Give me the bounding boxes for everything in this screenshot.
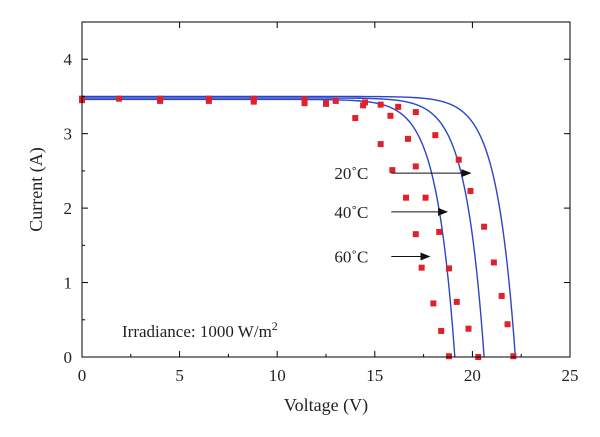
x-tick-label-5: 25	[562, 366, 579, 385]
irradiance-exponent: 2	[272, 319, 278, 333]
y-tick-label-2: 2	[64, 199, 73, 218]
y-tick-label-1: 1	[64, 274, 73, 293]
irradiance-label: Irradiance: 1000 W/m2	[122, 319, 278, 341]
data-point-s2-6	[352, 115, 359, 122]
data-point-s0-1	[116, 95, 123, 102]
data-point-s0-15	[490, 259, 497, 266]
temp-label-2: 60˚C	[334, 248, 368, 267]
data-point-s0-14	[481, 223, 488, 230]
annotations-layer: 20˚C 40˚C 60˚C	[334, 164, 472, 267]
data-point-s2-2	[205, 97, 212, 104]
curves-layer	[82, 95, 517, 358]
data-point-s1-7	[387, 112, 394, 119]
curve-0	[82, 95, 517, 358]
data-point-s1-8	[404, 135, 411, 142]
markers-layer	[79, 95, 517, 360]
x-tick-label-2: 10	[269, 366, 286, 385]
data-point-s1-13	[453, 298, 460, 305]
y-tick-label-0: 0	[64, 348, 73, 367]
temp-label-1: 40˚C	[334, 203, 368, 222]
data-point-s1-10	[422, 194, 429, 201]
data-point-s0-13	[467, 187, 474, 194]
data-point-s2-10	[412, 231, 419, 238]
temp-label-0: 20˚C	[334, 164, 368, 183]
data-point-s1-9	[412, 163, 419, 170]
data-point-s1-12	[445, 265, 452, 272]
curve-1	[82, 97, 485, 358]
data-point-s2-7	[377, 141, 384, 148]
data-point-s0-12	[455, 156, 462, 163]
data-point-s2-11	[418, 264, 425, 271]
data-point-s0-18	[510, 353, 517, 360]
data-point-s2-1	[157, 97, 164, 104]
curve-2	[82, 98, 456, 358]
y-axis-title: Current (A)	[26, 147, 47, 231]
x-axis-title: Voltage (V)	[284, 395, 368, 416]
data-point-s2-14	[445, 353, 452, 360]
data-point-s2-12	[430, 300, 437, 307]
data-point-s0-10	[412, 109, 419, 116]
y-tick-label-3: 3	[64, 125, 73, 144]
data-point-s1-14	[465, 325, 472, 332]
data-point-s0-11	[432, 132, 439, 139]
data-point-s2-13	[438, 327, 445, 334]
data-point-s0-16	[498, 292, 505, 299]
x-tick-label-3: 15	[366, 366, 383, 385]
axes-layer: 0 5 10 15 20 25 0 1 2 3 4	[64, 21, 579, 385]
data-point-s2-9	[403, 194, 410, 201]
data-point-s0-8	[377, 101, 384, 108]
data-point-s2-3	[250, 98, 257, 105]
x-tick-label-1: 5	[175, 366, 184, 385]
data-point-s0-17	[504, 321, 511, 328]
data-point-s1-6	[360, 102, 367, 109]
data-point-s2-5	[323, 100, 329, 107]
irradiance-text: Irradiance: 1000 W/m	[122, 322, 272, 341]
y-tick-label-4: 4	[64, 50, 73, 69]
data-point-s2-4	[301, 100, 308, 107]
data-point-s2-8	[389, 167, 396, 174]
data-point-s0-6	[332, 97, 339, 104]
x-tick-label-0: 0	[78, 366, 87, 385]
data-point-s0-9	[395, 103, 402, 110]
data-point-s1-11	[436, 228, 443, 235]
x-tick-label-4: 20	[464, 366, 481, 385]
